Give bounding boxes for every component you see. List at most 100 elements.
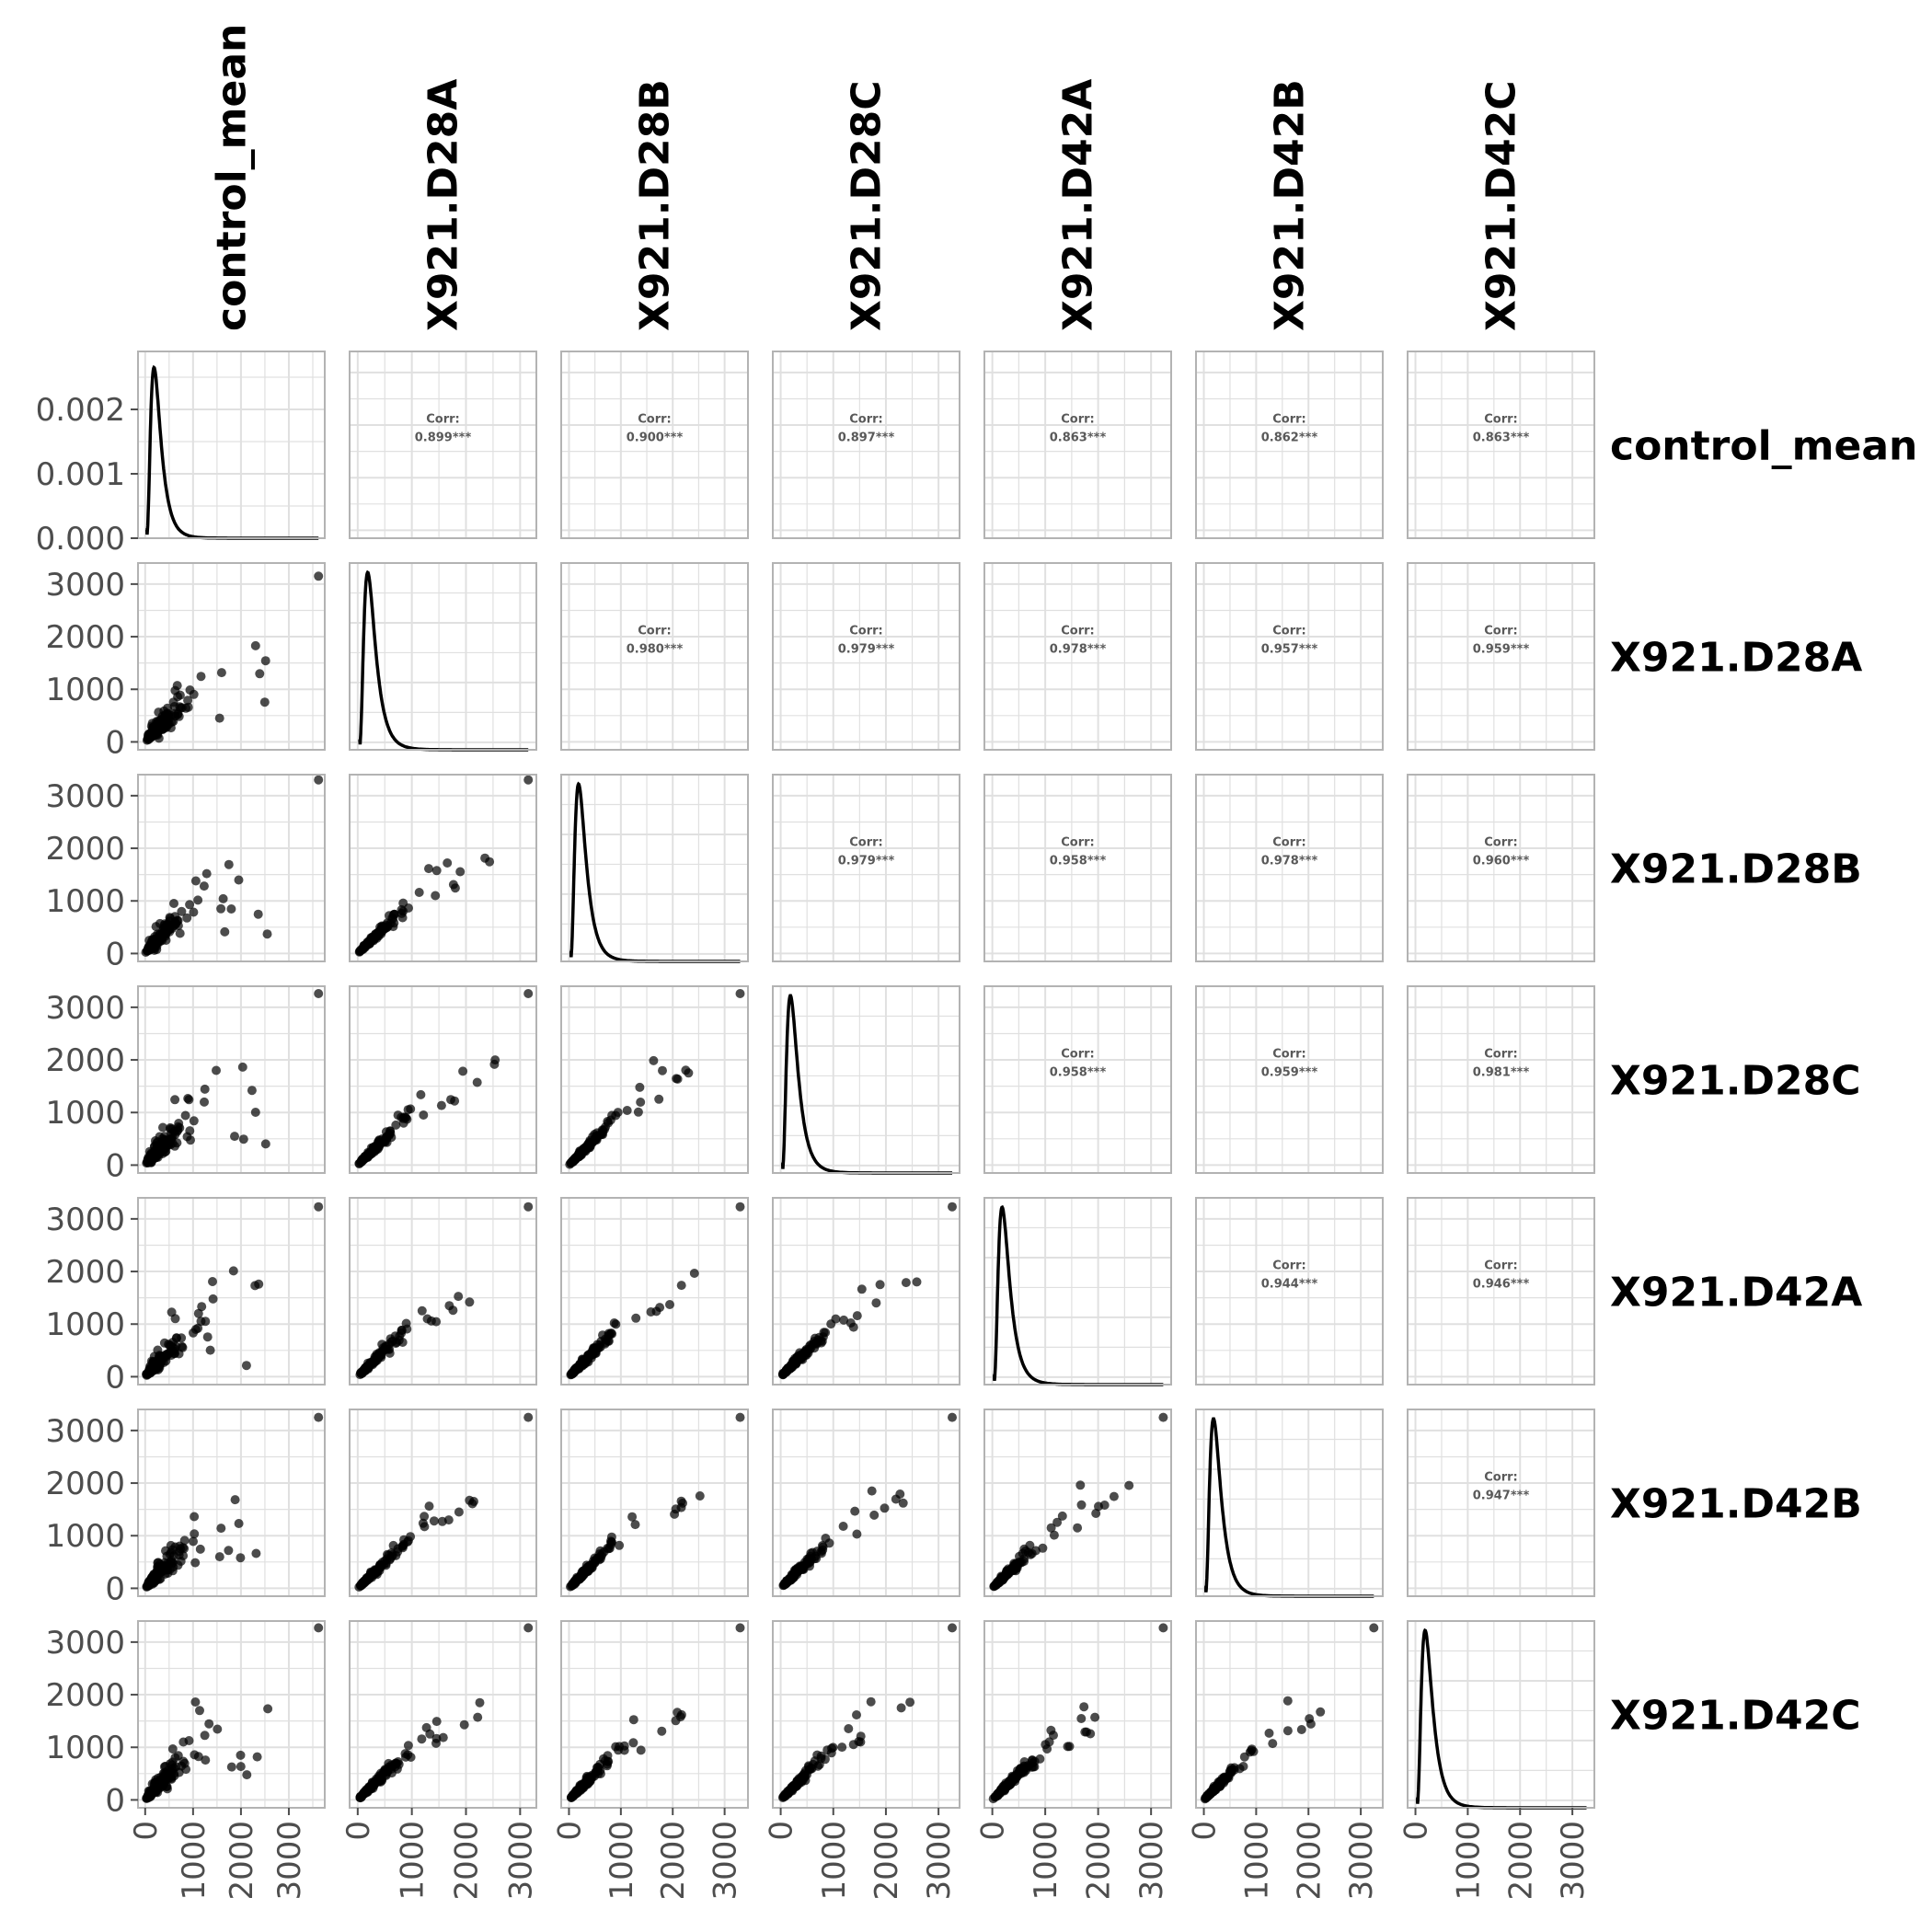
scatter-point [594, 1553, 604, 1563]
correlation-label: Corr: [1061, 836, 1095, 850]
correlation-value: 0.862*** [1261, 431, 1318, 445]
panel-border [772, 1409, 960, 1597]
scatter-point [431, 1717, 442, 1727]
scatter-point [260, 656, 270, 666]
scatter-point [1091, 1509, 1101, 1518]
scatter-point [896, 1703, 906, 1713]
scatter-point [1044, 1737, 1054, 1747]
scatter-point [658, 1065, 667, 1075]
panel-border [349, 985, 537, 1174]
panel-background [138, 351, 325, 538]
x-tick-label: 3000 [1343, 1821, 1380, 1901]
scatter-point [1268, 1739, 1278, 1749]
scatter-point [845, 1318, 856, 1328]
panel-X921.D28C-X921.D28B [560, 985, 749, 1174]
scatter-point [1221, 1774, 1231, 1784]
scatter-point [636, 1098, 646, 1107]
correlation-label: Corr: [1061, 1048, 1095, 1062]
y-tick-label: 3000 [45, 990, 125, 1027]
scatter-points [1200, 1623, 1379, 1804]
scatter-point [236, 1762, 246, 1772]
scatter-point [1090, 1712, 1100, 1722]
scatter-point [631, 1313, 641, 1323]
scatter-point [424, 1501, 434, 1512]
scatter-point [144, 1791, 153, 1801]
scatter-point [606, 1537, 616, 1547]
scatter-point [1064, 1742, 1075, 1752]
scatter-point [149, 1573, 159, 1583]
panel-border [137, 1197, 326, 1386]
panel-border [1407, 351, 1595, 539]
panel-X921.D28B-X921.D42B: Corr: 0.978*** [1195, 774, 1384, 962]
scatter-point [212, 1065, 221, 1075]
scatter-point [443, 858, 453, 868]
scatter-point [177, 906, 187, 916]
panel-border [1407, 1197, 1595, 1386]
scatter-point [238, 1134, 248, 1144]
panel-control_mean-control_mean [137, 351, 326, 540]
scatter-point [183, 696, 193, 706]
correlation-value: 0.960*** [1473, 855, 1530, 868]
correlation-value: 0.980*** [627, 643, 684, 657]
scatter-point [419, 1110, 429, 1120]
panel-background [984, 351, 1171, 538]
scatter-point [444, 1301, 454, 1311]
y-tick-label: 3000 [45, 1625, 125, 1662]
scatter-point [159, 706, 169, 716]
panel-control_mean-X921.D28A: Corr: 0.899*** [349, 351, 537, 539]
correlation-value: 0.946*** [1473, 1278, 1530, 1292]
scatter-points [566, 1412, 745, 1592]
panel-X921.D28A-X921.D28B: Corr: 0.980*** [560, 562, 749, 751]
scatter-point [1046, 1523, 1056, 1533]
scatter-point-max [735, 989, 745, 998]
scatter-point [1305, 1719, 1316, 1729]
scatter-point [1016, 1764, 1026, 1774]
scatter-point [472, 1077, 482, 1087]
scatter-point [193, 1308, 203, 1318]
scatter-point [1079, 1702, 1089, 1712]
x-tick-label: 3000 [502, 1821, 539, 1901]
panel-background [561, 351, 748, 538]
panel-border [560, 1409, 749, 1597]
panel-border [983, 351, 1172, 539]
column-strip-control_mean: control_mean [209, 24, 256, 331]
x-tick-label: 1000 [176, 1821, 213, 1901]
scatter-point [1035, 1754, 1045, 1764]
scatter-point [226, 1762, 236, 1772]
correlation-label: Corr: [849, 413, 883, 427]
scatter-point [1076, 1714, 1087, 1723]
correlation-value: 0.900*** [627, 431, 684, 445]
scatter-point [1209, 1785, 1218, 1795]
panel-background [984, 775, 1171, 961]
panel-border [1195, 985, 1384, 1174]
scatter-point [208, 1294, 218, 1304]
y-tick-label: 1000 [45, 1518, 125, 1555]
panel-background [1408, 1198, 1594, 1385]
panel-control_mean-X921.D42A: Corr: 0.863*** [983, 351, 1172, 539]
x-tick-label: 2000 [224, 1821, 260, 1901]
scatter-point [397, 1541, 408, 1551]
panel-X921.D28B-X921.D28B [560, 774, 749, 963]
scatter-point-max [948, 1202, 957, 1212]
scatter-point [1049, 1530, 1059, 1540]
panel-X921.D42A-X921.D42C: Corr: 0.946*** [1407, 1197, 1595, 1386]
correlation-value: 0.957*** [1261, 643, 1318, 657]
correlation-label: Corr: [638, 413, 672, 427]
x-tick-label: 1000 [816, 1821, 853, 1901]
panel-background [984, 563, 1171, 750]
scatter-point [153, 1780, 163, 1790]
scatter-point [226, 904, 236, 914]
panel-border [983, 1197, 1172, 1386]
scatter-point [383, 1549, 392, 1559]
panel-X921.D42C-X921.D42B [1195, 1620, 1384, 1809]
scatter-point [236, 1750, 246, 1760]
panel-border [137, 774, 326, 962]
scatter-point [424, 864, 433, 874]
row-strip-X921.D28C: X921.D28C [1610, 1058, 1861, 1105]
scatter-point [193, 895, 203, 905]
scatter-point [576, 1147, 586, 1157]
scatter-point [199, 881, 209, 891]
panel-X921.D28B-X921.D28A [349, 774, 537, 962]
column-strip-X921.D28B: X921.D28B [632, 79, 679, 331]
scatter-point [247, 1086, 257, 1096]
